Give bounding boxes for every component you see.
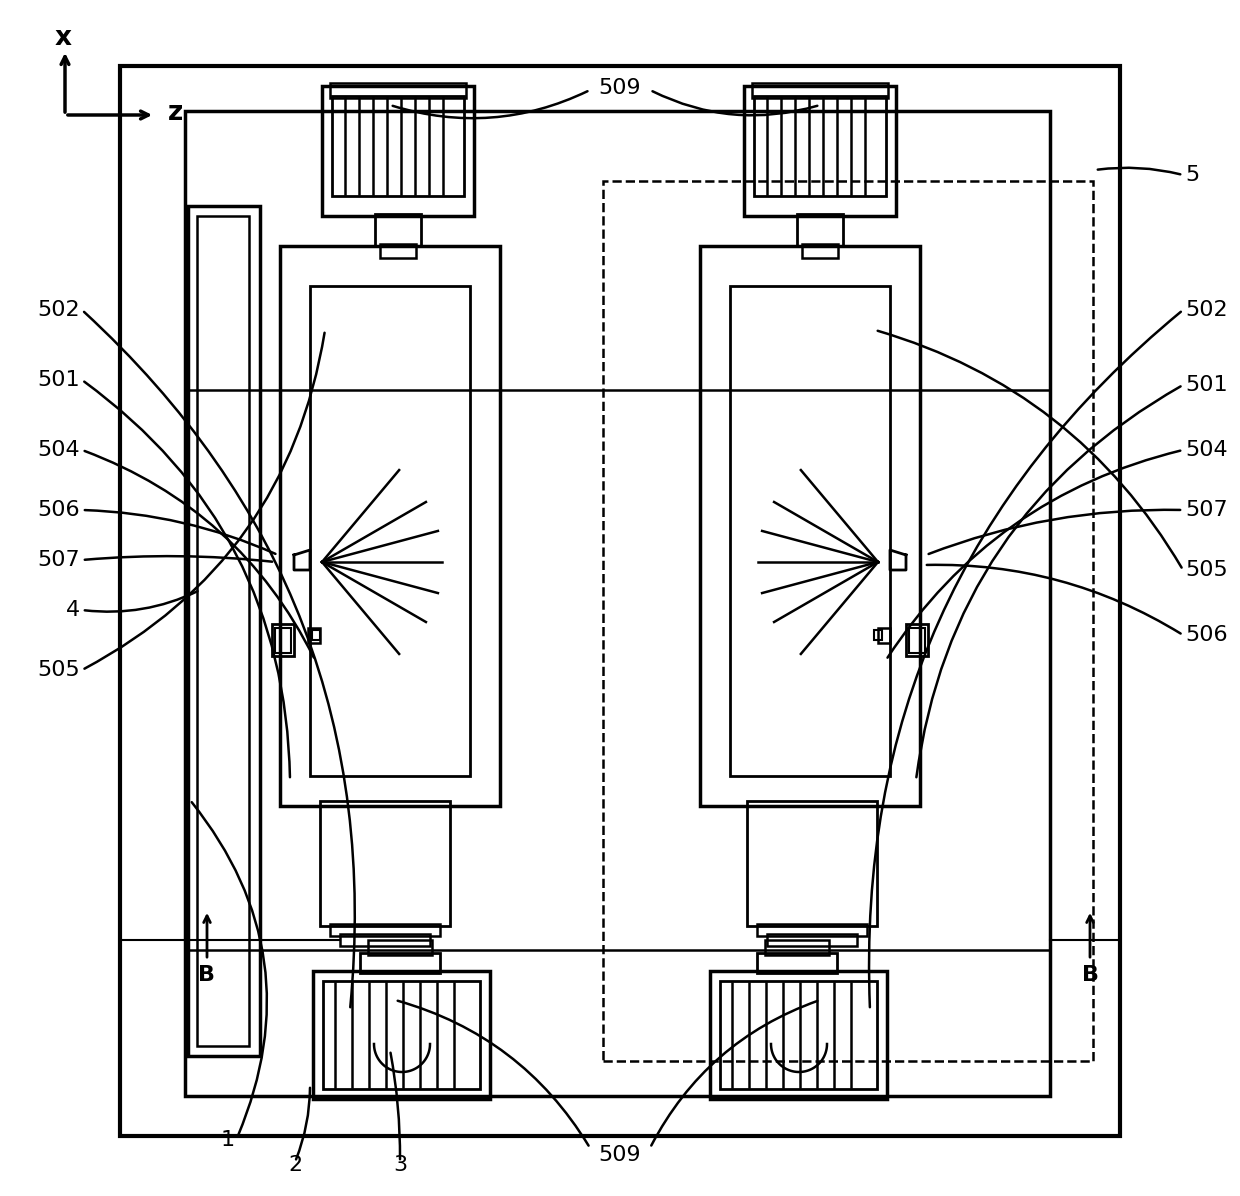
- Bar: [701, 246, 920, 806]
- Bar: [756, 953, 837, 974]
- Bar: [275, 628, 291, 653]
- Bar: [744, 86, 897, 216]
- Bar: [312, 630, 320, 640]
- Text: 502: 502: [37, 300, 81, 321]
- Text: 505: 505: [37, 660, 81, 681]
- Text: 509: 509: [599, 1145, 641, 1165]
- Bar: [332, 96, 464, 196]
- Text: 507: 507: [37, 550, 81, 570]
- Bar: [320, 801, 450, 926]
- Bar: [188, 206, 260, 1056]
- Bar: [878, 628, 890, 643]
- Text: 5: 5: [1185, 165, 1199, 185]
- Bar: [330, 925, 440, 936]
- Text: 506: 506: [37, 500, 81, 520]
- Bar: [374, 214, 422, 246]
- Bar: [197, 216, 249, 1046]
- Text: 505: 505: [1185, 560, 1228, 580]
- Bar: [185, 111, 1050, 1096]
- Text: 4: 4: [66, 600, 81, 620]
- Text: 501: 501: [1185, 376, 1228, 395]
- Bar: [603, 181, 1092, 1061]
- Bar: [765, 940, 830, 954]
- Bar: [756, 925, 867, 936]
- Text: z: z: [167, 100, 184, 126]
- Bar: [711, 971, 887, 1099]
- Bar: [768, 934, 857, 946]
- Bar: [330, 83, 466, 98]
- Bar: [368, 940, 432, 954]
- Bar: [730, 286, 890, 776]
- Bar: [322, 981, 480, 1090]
- Text: 509: 509: [599, 78, 641, 98]
- Bar: [751, 83, 888, 98]
- Bar: [120, 66, 1120, 1136]
- Text: B: B: [1081, 965, 1099, 986]
- Text: 504: 504: [1185, 440, 1228, 460]
- Text: 3: 3: [393, 1155, 407, 1174]
- Bar: [906, 624, 928, 655]
- Text: 502: 502: [1185, 300, 1228, 321]
- Bar: [280, 246, 500, 806]
- Bar: [272, 624, 294, 655]
- Text: 506: 506: [1185, 626, 1228, 645]
- Bar: [322, 86, 474, 216]
- Bar: [360, 953, 440, 974]
- Bar: [754, 96, 887, 196]
- Bar: [874, 630, 882, 640]
- Bar: [746, 801, 877, 926]
- Bar: [308, 628, 320, 643]
- Bar: [340, 934, 430, 946]
- Text: B: B: [198, 965, 216, 986]
- Bar: [909, 628, 925, 653]
- Text: 507: 507: [1185, 500, 1228, 520]
- Bar: [312, 971, 490, 1099]
- Text: 501: 501: [37, 370, 81, 390]
- Bar: [797, 214, 843, 246]
- Text: x: x: [55, 25, 72, 51]
- Bar: [720, 981, 877, 1090]
- Bar: [310, 286, 470, 776]
- Text: 2: 2: [288, 1155, 303, 1174]
- Text: 1: 1: [221, 1130, 236, 1151]
- Bar: [802, 244, 838, 258]
- Bar: [379, 244, 415, 258]
- Text: 504: 504: [37, 440, 81, 460]
